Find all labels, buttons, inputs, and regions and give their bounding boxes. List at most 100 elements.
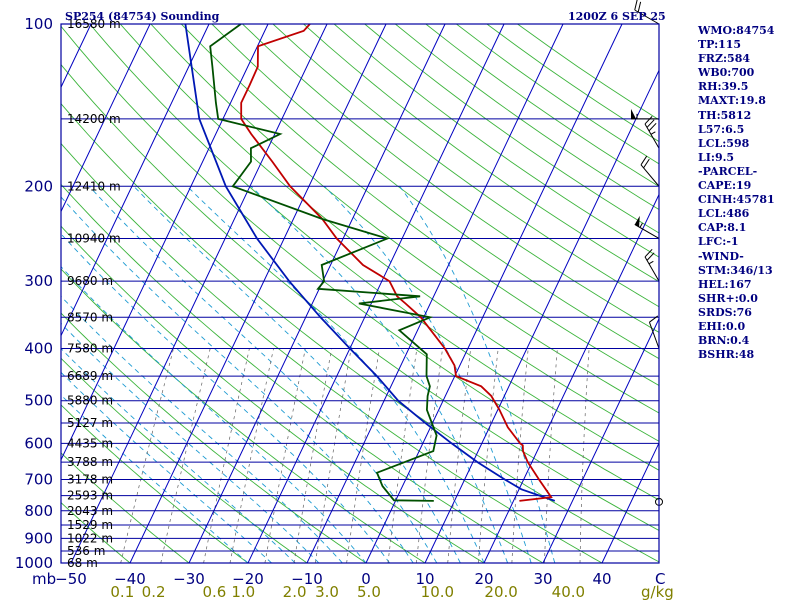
index-item: TH:5812 bbox=[698, 108, 752, 122]
mixing-ratio-tick-label: 10.0 bbox=[421, 583, 454, 600]
index-item: SHR+:0.0 bbox=[698, 291, 758, 305]
wind-barb-pennant bbox=[631, 108, 636, 119]
wind-barb-staff bbox=[644, 256, 660, 282]
moist-adiabat bbox=[61, 322, 320, 563]
height-label: 4435 m bbox=[67, 436, 113, 450]
wind-barb bbox=[634, 0, 660, 25]
isotherm bbox=[188, 24, 446, 563]
isotherm bbox=[61, 24, 269, 462]
mixing-ratio-tick-label: 0.6 bbox=[202, 583, 226, 600]
height-label: 9680 m bbox=[67, 274, 113, 288]
wind-barb bbox=[644, 248, 660, 282]
indices-panel: WMO:84754 TP:115 FRZ:584 WB0:700 RH:39.5 MAXT… bbox=[698, 24, 775, 362]
grid bbox=[61, 24, 659, 563]
temperature-tick-label: −50 bbox=[55, 570, 87, 588]
index-item: -PARCEL- bbox=[698, 164, 758, 178]
temperature-tick-label: 0 bbox=[361, 570, 371, 588]
wind-barb-flag bbox=[644, 248, 653, 258]
height-label: 536 m bbox=[67, 544, 105, 558]
temperature-tick-label: 40 bbox=[592, 570, 611, 588]
moist-adiabat bbox=[61, 266, 367, 563]
isotherm bbox=[542, 317, 659, 563]
index-item: CINH:45781 bbox=[698, 193, 775, 207]
pressure-unit-label: mb bbox=[32, 570, 56, 588]
height-label: 5127 m bbox=[67, 416, 113, 430]
wind-barb bbox=[631, 108, 659, 120]
index-item: LCL:598 bbox=[698, 136, 750, 150]
index-item: LCL:486 bbox=[698, 207, 750, 221]
index-item: EHI:0.0 bbox=[698, 319, 746, 333]
isotherm bbox=[129, 24, 387, 563]
wind-barb bbox=[634, 215, 660, 239]
index-item: LFC:-1 bbox=[698, 235, 739, 249]
wind-barb bbox=[648, 315, 660, 349]
index-item: BSHR:48 bbox=[698, 348, 755, 362]
height-label: 2593 m bbox=[67, 489, 113, 503]
mixing-ratio-tick-label: 5.0 bbox=[357, 583, 381, 600]
wind-barb-half-flag bbox=[639, 222, 643, 228]
temperature-profile-line bbox=[240, 24, 553, 502]
height-label: 3788 m bbox=[67, 455, 113, 469]
mixing-ratio-tick-label: 40.0 bbox=[552, 583, 585, 600]
temperature-tick-label: −30 bbox=[173, 570, 205, 588]
mixing-ratio-tick-label: 20.0 bbox=[484, 583, 517, 600]
index-item: SRDS:76 bbox=[698, 305, 752, 319]
isotherm bbox=[61, 24, 210, 337]
index-item: STM:346/13 bbox=[698, 263, 773, 277]
temperature-tick-label: 10 bbox=[415, 570, 434, 588]
pressure-tick-label: 600 bbox=[24, 434, 53, 452]
height-label: 5880 m bbox=[67, 394, 113, 408]
pressure-tick-label: 500 bbox=[24, 392, 53, 410]
index-item: WB0:700 bbox=[698, 66, 755, 80]
index-item: CAPE:19 bbox=[698, 179, 752, 193]
mixing-ratio-unit-label: g/kg bbox=[641, 583, 674, 600]
isotherm bbox=[306, 24, 564, 563]
isotherm bbox=[601, 441, 659, 563]
isotherm bbox=[424, 69, 659, 563]
wind-barb bbox=[644, 116, 660, 149]
index-item: CAP:8.1 bbox=[698, 221, 747, 235]
wind-barb-flag bbox=[646, 119, 655, 128]
wind-barb-flag bbox=[643, 158, 650, 169]
pressure-tick-label: 100 bbox=[24, 15, 53, 33]
index-item: -WIND- bbox=[698, 249, 744, 263]
wind-barb-flag bbox=[644, 116, 653, 125]
pressure-tick-label: 300 bbox=[24, 272, 53, 290]
wind-barb-staff bbox=[648, 322, 660, 349]
wind-barb-flag bbox=[648, 122, 657, 132]
wind-barb-flag bbox=[634, 0, 638, 11]
height-label: 3178 m bbox=[67, 473, 113, 487]
mixing-ratio-tick-label: 1.0 bbox=[231, 583, 255, 600]
temperature-tick-label: 30 bbox=[533, 570, 552, 588]
pressure-tick-label: 400 bbox=[24, 340, 53, 358]
plot-frame bbox=[60, 23, 660, 564]
index-item: RH:39.5 bbox=[698, 80, 749, 94]
profiles bbox=[184, 24, 556, 502]
mixing-ratio-tick-label: 0.2 bbox=[142, 583, 166, 600]
wind-barb-half-flag bbox=[648, 260, 654, 265]
isotherm bbox=[483, 193, 659, 563]
height-label: 1529 m bbox=[67, 518, 113, 532]
wind-barb-staff bbox=[634, 9, 660, 25]
wind-barb-flag bbox=[640, 155, 648, 166]
index-item: LI:9.5 bbox=[698, 150, 735, 164]
wind-barb-staff bbox=[640, 164, 660, 187]
height-label: 68 m bbox=[67, 556, 98, 570]
chart-title: SP254 (84754) Sounding bbox=[65, 10, 220, 23]
index-item: MAXT:19.8 bbox=[698, 94, 766, 108]
wind-barb-staff bbox=[644, 123, 660, 149]
height-label: 2043 m bbox=[67, 504, 113, 518]
index-item: TP:115 bbox=[698, 38, 742, 52]
wind-barb-flag bbox=[646, 252, 655, 261]
height-label: 12410 m bbox=[67, 179, 121, 193]
wind-barb-flag bbox=[649, 315, 659, 323]
wind-barb bbox=[640, 155, 660, 187]
isotherm bbox=[70, 24, 328, 563]
height-label: 6689 m bbox=[67, 369, 113, 383]
pressure-tick-label: 700 bbox=[24, 471, 53, 489]
mixing-ratio-tick-label: 2.0 bbox=[283, 583, 307, 600]
mixing-ratio-tick-label: 3.0 bbox=[315, 583, 339, 600]
height-label: 16580 m bbox=[67, 17, 121, 31]
